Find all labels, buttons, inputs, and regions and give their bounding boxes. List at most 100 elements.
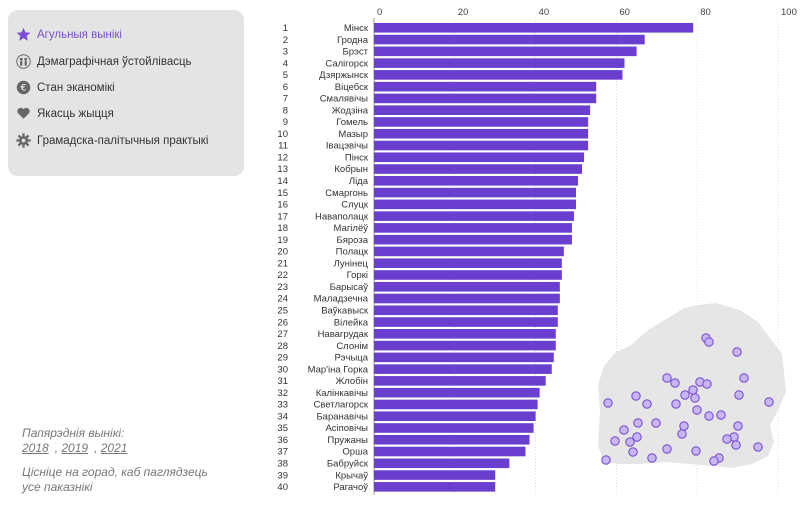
bar[interactable] [374, 293, 560, 304]
bar[interactable] [374, 340, 556, 351]
bar[interactable] [374, 434, 530, 445]
bar[interactable] [374, 246, 564, 257]
city-label[interactable]: Гомель [336, 117, 368, 128]
bar[interactable] [374, 187, 576, 198]
bar[interactable] [374, 140, 589, 151]
year-link-2018[interactable]: 2018 [22, 441, 49, 455]
city-label[interactable]: Слонім [336, 341, 368, 352]
menu-item-gear[interactable]: Грамадска-палітычныя практыкі [16, 133, 208, 148]
city-label[interactable]: Бабруйск [327, 458, 369, 469]
click-hint: Цісніце на горад, каб паглядзець усе пак… [22, 465, 208, 494]
bar[interactable] [374, 152, 585, 163]
bar[interactable] [374, 364, 552, 374]
city-label[interactable]: Мар'іна Горка [308, 364, 369, 375]
bar[interactable] [374, 223, 572, 233]
menu-item-label: Дэмаграфічная ўстойлівасць [37, 55, 192, 68]
city-label[interactable]: Бяроза [337, 235, 369, 246]
bar[interactable] [374, 234, 572, 245]
bar[interactable] [374, 81, 597, 92]
rank-label: 28 [277, 341, 288, 352]
city-label[interactable]: Мінск [344, 23, 369, 34]
bar[interactable] [374, 482, 496, 492]
bar[interactable] [374, 199, 576, 210]
city-label[interactable]: Мазыр [338, 129, 368, 140]
bar[interactable] [374, 329, 556, 339]
bar[interactable] [374, 117, 589, 127]
bar[interactable] [374, 458, 510, 469]
city-label[interactable]: Слуцк [341, 200, 369, 211]
city-label[interactable]: Маладзечна [314, 294, 369, 305]
city-label[interactable]: Крычаў [335, 470, 368, 481]
city-label[interactable]: Магілёў [334, 223, 369, 234]
bar[interactable] [374, 211, 574, 221]
city-label[interactable]: Ваўкавыск [321, 305, 369, 316]
year-link-2019[interactable]: 2019 [61, 441, 89, 455]
city-label[interactable]: Полацк [336, 247, 369, 258]
bar[interactable] [374, 446, 526, 457]
city-label[interactable]: Наваполацк [315, 211, 369, 222]
city-label[interactable]: Баранавічы [316, 411, 368, 422]
city-label[interactable]: Кобрын [334, 164, 368, 175]
city-label[interactable]: Ліда [349, 176, 369, 187]
city-label[interactable]: Орша [342, 447, 368, 458]
rank-label: 24 [277, 294, 288, 305]
bar[interactable] [374, 281, 560, 292]
bar[interactable] [374, 305, 558, 316]
bar[interactable] [374, 387, 540, 398]
city-label[interactable]: Лунінец [334, 258, 369, 269]
city-label[interactable]: Віцебск [335, 82, 369, 93]
rank-label: 35 [277, 423, 288, 434]
bar[interactable] [374, 58, 625, 68]
city-label[interactable]: Смаргонь [325, 188, 368, 199]
city-label[interactable]: Навагрудак [318, 329, 369, 340]
bar[interactable] [374, 399, 538, 410]
city-label[interactable]: Рагачоў [333, 482, 368, 493]
city-label[interactable]: Смалявічы [320, 94, 368, 105]
people-icon [16, 54, 31, 69]
bar[interactable] [374, 34, 645, 45]
menu-item-people[interactable]: Дэмаграфічная ўстойлівасць [16, 54, 192, 69]
city-label[interactable]: Жодзіна [332, 105, 369, 116]
menu-item-label: Грамадска-палітычныя практыкі [37, 134, 209, 147]
menu-item-heart[interactable]: Якасць жыцця [16, 106, 114, 121]
bar[interactable] [374, 105, 591, 115]
bar[interactable] [374, 70, 623, 80]
bar[interactable] [374, 411, 536, 422]
bar[interactable] [374, 376, 546, 386]
city-label[interactable]: Брэст [343, 47, 369, 58]
city-label[interactable]: Пружаны [327, 435, 368, 446]
bar[interactable] [374, 270, 562, 280]
bar[interactable] [374, 128, 589, 139]
city-label[interactable]: Светлагорск [314, 400, 369, 411]
city-label[interactable]: Горкі [347, 270, 368, 281]
city-label[interactable]: Івацэвічы [326, 141, 368, 152]
city-label[interactable]: Вілейка [334, 317, 369, 328]
bar[interactable] [374, 176, 579, 186]
city-label[interactable]: Жлобін [335, 376, 368, 387]
city-label[interactable]: Калінкавічы [316, 388, 368, 399]
bar[interactable] [374, 23, 694, 33]
city-label[interactable]: Салігорск [325, 58, 368, 69]
bar[interactable] [374, 470, 496, 480]
bar[interactable] [374, 93, 597, 104]
category-menu [8, 10, 244, 176]
year-link-2021[interactable]: 2021 [100, 441, 128, 455]
city-label[interactable]: Асіповічы [325, 423, 368, 434]
bar[interactable] [374, 317, 558, 327]
rank-label: 8 [283, 105, 288, 116]
bar[interactable] [374, 164, 583, 174]
bar[interactable] [374, 352, 554, 363]
rank-label: 7 [283, 94, 288, 105]
rank-label: 26 [277, 317, 288, 328]
menu-item-star[interactable]: Агульныя вынікі [16, 27, 122, 42]
rank-label: 29 [277, 353, 288, 364]
menu-item-euro[interactable]: € Стан эканомікі [16, 80, 115, 95]
city-label[interactable]: Рэчыца [335, 353, 369, 364]
city-label[interactable]: Гродна [337, 35, 369, 46]
city-label[interactable]: Пінск [345, 152, 369, 163]
bar[interactable] [374, 258, 562, 268]
bar[interactable] [374, 423, 534, 433]
city-label[interactable]: Барысаў [330, 282, 369, 293]
bar[interactable] [374, 46, 637, 57]
city-label[interactable]: Дзяржынск [319, 70, 369, 81]
